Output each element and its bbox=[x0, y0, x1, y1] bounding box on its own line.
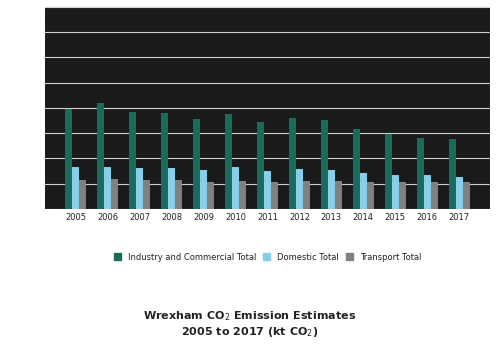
Bar bbox=[431, 182, 438, 209]
Bar bbox=[239, 181, 246, 209]
Bar bbox=[321, 120, 328, 209]
Bar bbox=[207, 182, 214, 209]
Bar bbox=[161, 113, 168, 209]
Bar bbox=[296, 169, 303, 209]
Bar bbox=[200, 170, 207, 209]
Bar bbox=[289, 118, 296, 209]
Bar bbox=[225, 114, 232, 209]
Bar bbox=[264, 171, 271, 209]
Bar bbox=[257, 122, 264, 209]
Bar bbox=[97, 103, 104, 209]
Bar bbox=[129, 112, 136, 209]
Bar bbox=[424, 175, 431, 209]
Bar bbox=[335, 181, 342, 209]
Bar bbox=[136, 168, 143, 209]
Bar bbox=[367, 182, 374, 209]
Bar bbox=[271, 182, 278, 209]
Bar bbox=[175, 180, 182, 209]
Legend: Industry and Commercial Total, Domestic Total, Transport Total: Industry and Commercial Total, Domestic … bbox=[110, 249, 424, 265]
Bar bbox=[193, 119, 200, 209]
Bar bbox=[385, 134, 392, 209]
Bar bbox=[303, 181, 310, 209]
Bar bbox=[65, 109, 72, 209]
Bar bbox=[72, 167, 80, 209]
Text: Wrexham CO$_2$ Emission Estimates
2005 to 2017 (kt CO$_2$): Wrexham CO$_2$ Emission Estimates 2005 t… bbox=[144, 309, 356, 339]
Bar bbox=[168, 168, 175, 209]
Bar bbox=[143, 180, 150, 209]
Bar bbox=[448, 139, 456, 209]
Bar bbox=[232, 167, 239, 209]
Bar bbox=[328, 170, 335, 209]
Bar bbox=[80, 180, 86, 209]
Bar bbox=[392, 175, 399, 209]
Bar bbox=[353, 129, 360, 209]
Bar bbox=[360, 173, 367, 209]
Bar bbox=[462, 182, 470, 209]
Bar bbox=[104, 167, 111, 209]
Bar bbox=[456, 177, 462, 209]
Bar bbox=[111, 179, 118, 209]
Bar bbox=[399, 182, 406, 209]
Bar bbox=[416, 137, 424, 209]
